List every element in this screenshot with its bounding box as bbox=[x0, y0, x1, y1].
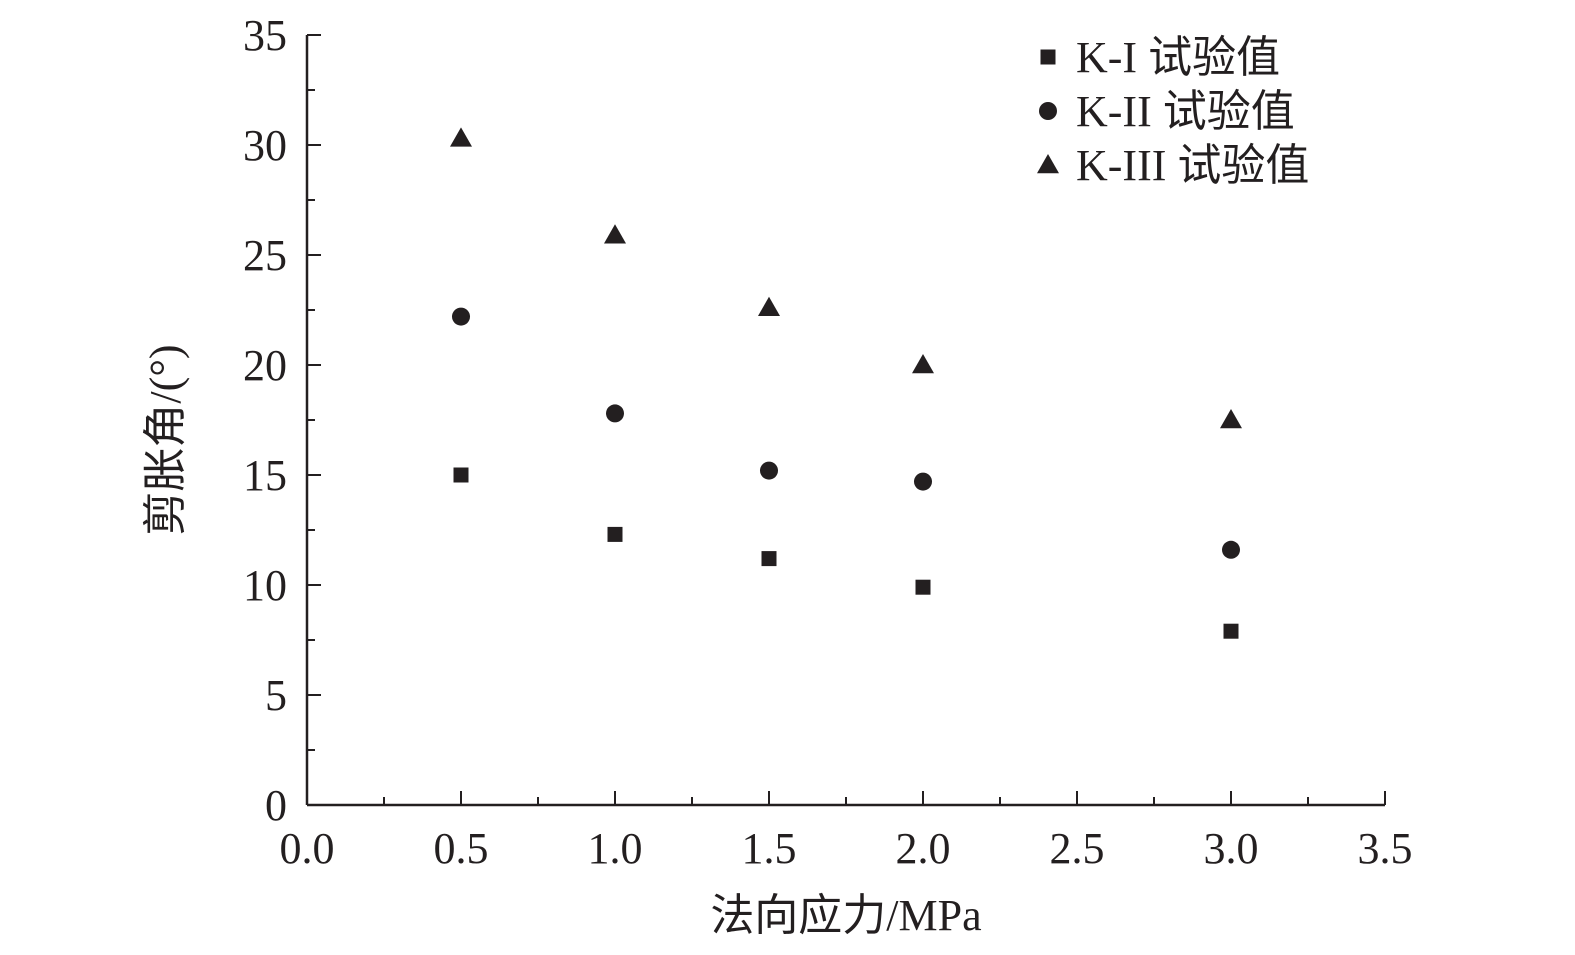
data-point-circle bbox=[1222, 540, 1240, 559]
data-point-circle bbox=[760, 461, 778, 480]
y-tick-label: 25 bbox=[243, 231, 287, 280]
data-point-square bbox=[915, 579, 931, 595]
data-point-square bbox=[607, 526, 623, 542]
legend-entry-label: K-II 试验值 bbox=[1076, 87, 1295, 136]
data-point-square bbox=[761, 551, 777, 567]
data-point-circle bbox=[914, 472, 932, 491]
y-tick-label: 5 bbox=[265, 671, 287, 720]
x-axis-label: 法向应力/MPa bbox=[710, 891, 981, 940]
data-point-square bbox=[453, 467, 469, 483]
y-axis-label: 剪胀角/(°) bbox=[141, 344, 190, 535]
y-axis-ticks: 0 5 10 15 20 25 30 35 bbox=[243, 11, 321, 830]
x-tick-label: 0.0 bbox=[280, 824, 335, 873]
legend-marker-square bbox=[1040, 49, 1056, 65]
data-point-triangle bbox=[758, 296, 780, 317]
data-point-triangle bbox=[604, 224, 626, 244]
data-points bbox=[450, 127, 1242, 639]
x-tick-label: 3.0 bbox=[1204, 824, 1259, 873]
legend-entry-label: K-I 试验值 bbox=[1076, 33, 1280, 82]
x-tick-label: 1.5 bbox=[742, 824, 797, 873]
legend-entry-label: K-III 试验值 bbox=[1076, 141, 1309, 190]
x-tick-label: 2.5 bbox=[1050, 824, 1105, 873]
data-point-square bbox=[1223, 623, 1239, 639]
data-point-circle bbox=[606, 404, 624, 423]
y-tick-label: 10 bbox=[243, 561, 287, 610]
x-tick-label: 1.0 bbox=[588, 824, 643, 873]
x-tick-label: 2.0 bbox=[896, 824, 951, 873]
data-point-circle bbox=[452, 307, 470, 326]
data-point-triangle bbox=[450, 127, 472, 147]
y-tick-label: 30 bbox=[243, 121, 287, 170]
x-axis-ticks: 0.0 0.5 1.0 1.5 2.0 2.5 3.0 3.5 bbox=[280, 791, 1413, 873]
data-point-triangle bbox=[912, 354, 934, 374]
y-tick-label: 20 bbox=[243, 341, 287, 390]
y-tick-label: 0 bbox=[265, 781, 287, 830]
legend-marker-triangle bbox=[1037, 154, 1059, 174]
data-point-triangle bbox=[1220, 409, 1242, 429]
y-tick-label: 15 bbox=[243, 451, 287, 500]
x-tick-label: 0.5 bbox=[434, 824, 489, 873]
legend-marker-circle bbox=[1039, 102, 1057, 120]
x-tick-label: 3.5 bbox=[1358, 824, 1413, 873]
legend: K-I 试验值 K-II 试验值 K-III 试验值 bbox=[1037, 33, 1309, 190]
y-tick-label: 35 bbox=[243, 11, 287, 60]
